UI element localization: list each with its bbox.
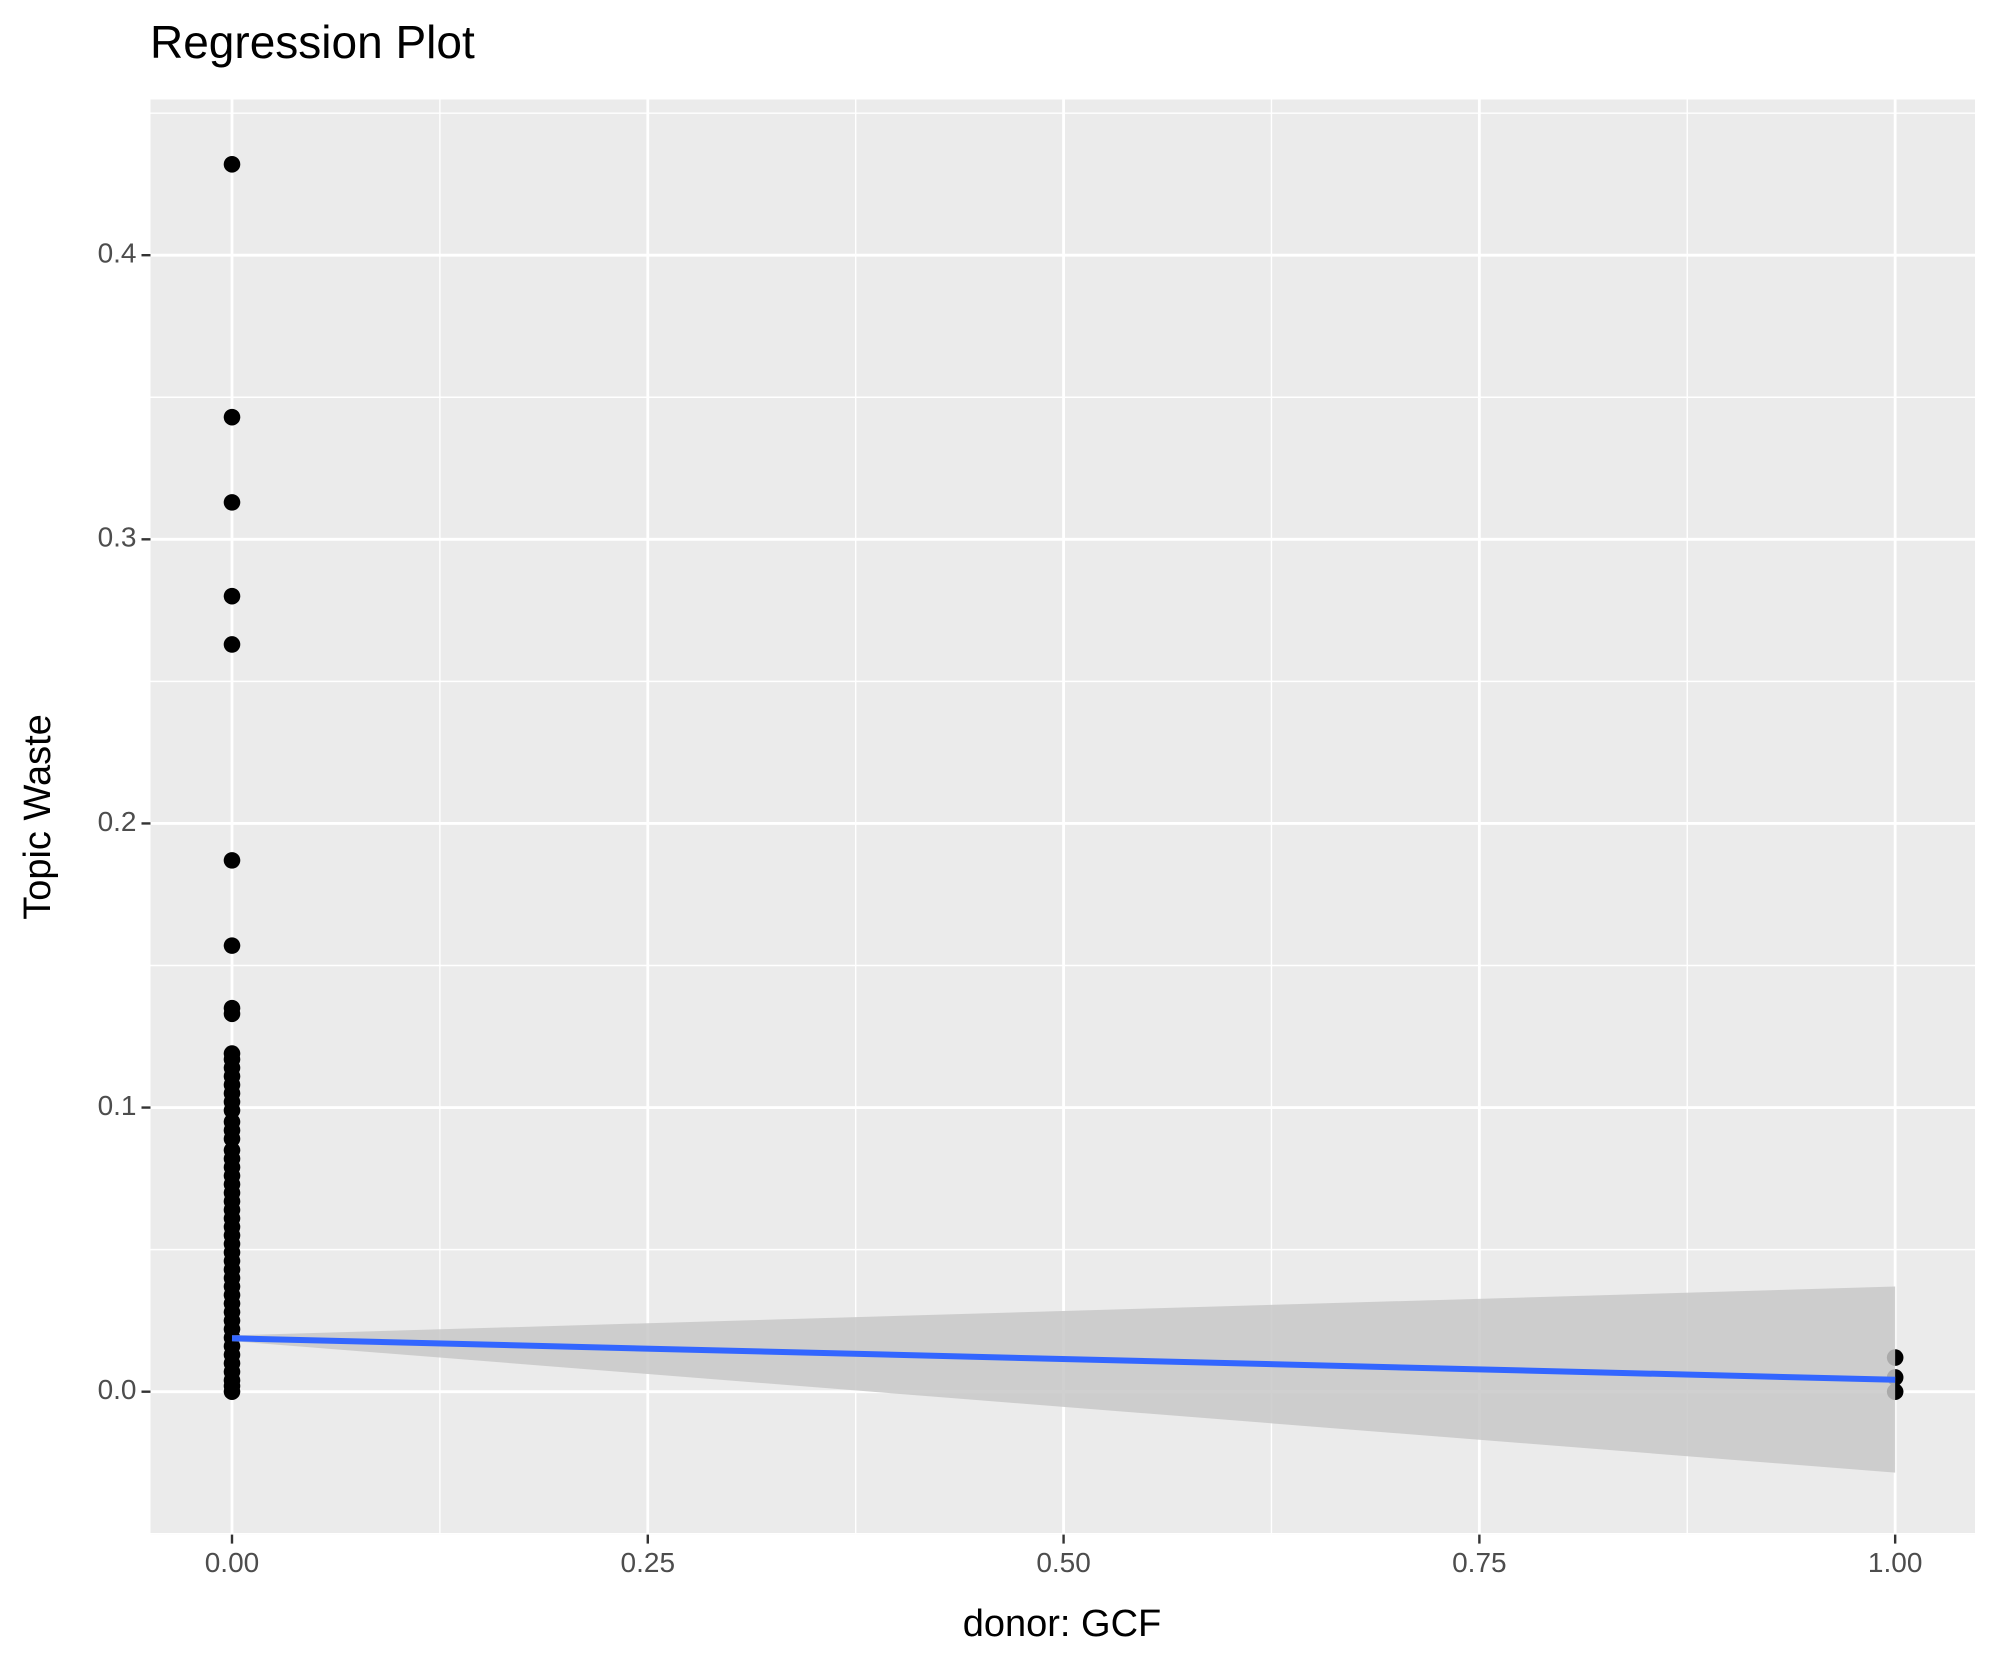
point bbox=[223, 1130, 241, 1148]
x-tick-label: 0.75 bbox=[1452, 1547, 1507, 1578]
point bbox=[223, 852, 241, 869]
point bbox=[223, 408, 241, 426]
point bbox=[223, 1383, 241, 1400]
point bbox=[223, 587, 241, 605]
point bbox=[223, 494, 241, 511]
point bbox=[223, 1102, 241, 1119]
x-tick-label: 0.00 bbox=[205, 1547, 260, 1578]
x-tick-label: 0.50 bbox=[1036, 1547, 1091, 1578]
point bbox=[223, 1005, 241, 1023]
confidence-band bbox=[231, 1286, 1896, 1473]
x-axis-label: donor: GCF bbox=[963, 1603, 1162, 1645]
x-tick-label: 0.25 bbox=[621, 1547, 676, 1578]
point bbox=[223, 636, 241, 653]
y-tick-label: 0.0 bbox=[98, 1374, 137, 1405]
fit-line bbox=[231, 1335, 1896, 1383]
y-tick-label: 0.1 bbox=[98, 1090, 137, 1121]
y-axis-label: Topic Waste bbox=[17, 714, 59, 920]
y-tick-label: 0.3 bbox=[98, 522, 137, 553]
point bbox=[223, 155, 241, 173]
y-tick-label: 0.4 bbox=[98, 238, 137, 269]
point bbox=[223, 937, 241, 954]
y-tick-label: 0.2 bbox=[98, 806, 137, 837]
chart-title: Regression Plot bbox=[150, 16, 475, 68]
x-tick-label: 1.00 bbox=[1868, 1547, 1923, 1578]
